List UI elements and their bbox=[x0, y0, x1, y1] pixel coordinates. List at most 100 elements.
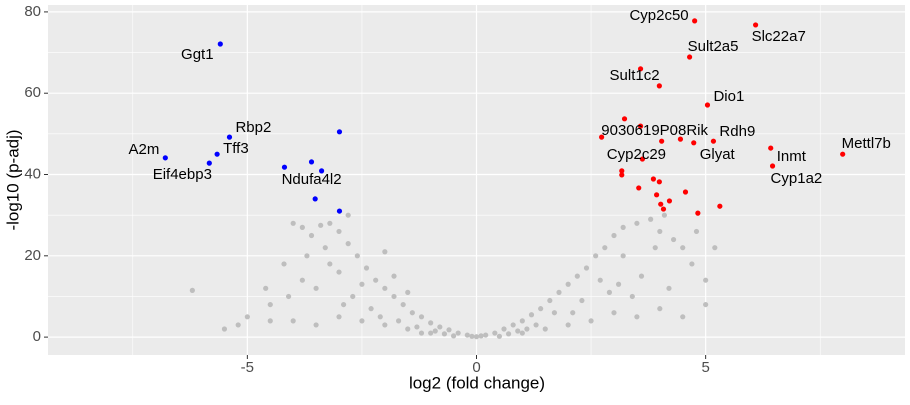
point bbox=[533, 322, 539, 328]
point bbox=[244, 314, 250, 320]
point bbox=[648, 216, 654, 222]
point bbox=[281, 164, 288, 170]
point bbox=[483, 332, 489, 338]
point bbox=[656, 179, 662, 185]
point-label: Dio1 bbox=[713, 88, 744, 105]
point-label: Cyp2c29 bbox=[607, 146, 666, 163]
point bbox=[510, 322, 516, 328]
point bbox=[400, 301, 406, 308]
point bbox=[428, 330, 434, 336]
point bbox=[478, 333, 484, 339]
point bbox=[469, 333, 475, 339]
point bbox=[654, 192, 660, 198]
y-tick-label: 40 bbox=[24, 165, 41, 182]
point bbox=[712, 245, 718, 251]
point bbox=[437, 324, 443, 330]
point bbox=[418, 330, 425, 336]
point-label: Tff3 bbox=[223, 140, 249, 157]
point bbox=[377, 314, 383, 320]
y-tick-label: 0 bbox=[33, 328, 41, 345]
point-label: Rdh9 bbox=[719, 123, 755, 140]
point bbox=[638, 273, 645, 279]
point bbox=[710, 138, 717, 144]
point bbox=[519, 330, 525, 336]
x-tick-label: -5 bbox=[241, 359, 254, 376]
x-tick-label: 0 bbox=[472, 359, 480, 376]
point bbox=[602, 245, 608, 251]
point bbox=[189, 287, 195, 293]
point bbox=[473, 334, 480, 340]
point bbox=[677, 136, 684, 142]
point-label: Eif4ebp3 bbox=[153, 166, 212, 183]
point bbox=[611, 232, 617, 239]
point bbox=[637, 123, 644, 129]
point bbox=[450, 333, 457, 339]
point bbox=[657, 228, 663, 235]
point-label: Slc22a7 bbox=[752, 28, 806, 45]
point bbox=[464, 332, 470, 338]
point bbox=[318, 168, 325, 174]
point bbox=[281, 261, 287, 267]
y-tick-label: 60 bbox=[24, 84, 41, 101]
point bbox=[214, 151, 220, 157]
point bbox=[599, 134, 605, 140]
point bbox=[405, 289, 411, 295]
point bbox=[606, 289, 613, 295]
point bbox=[336, 208, 343, 214]
point bbox=[687, 54, 693, 60]
point bbox=[615, 281, 622, 287]
point bbox=[354, 253, 360, 259]
point bbox=[682, 189, 689, 195]
point bbox=[551, 310, 558, 316]
point bbox=[414, 324, 420, 330]
point bbox=[658, 201, 664, 207]
point bbox=[680, 245, 686, 251]
point bbox=[368, 306, 374, 312]
point bbox=[619, 168, 625, 174]
point bbox=[570, 310, 576, 316]
point bbox=[717, 203, 723, 209]
point bbox=[304, 253, 310, 259]
point-label: Inmt bbox=[777, 148, 807, 165]
point bbox=[496, 333, 503, 339]
point bbox=[691, 140, 697, 146]
point bbox=[689, 261, 695, 267]
point bbox=[217, 41, 223, 47]
point bbox=[336, 228, 342, 235]
point bbox=[769, 163, 776, 169]
point bbox=[634, 314, 640, 320]
point bbox=[704, 102, 711, 108]
point bbox=[418, 314, 425, 320]
point bbox=[656, 83, 662, 89]
point bbox=[313, 285, 319, 291]
point bbox=[267, 301, 273, 308]
x-tick-label: 5 bbox=[701, 359, 709, 376]
point bbox=[299, 224, 305, 230]
point bbox=[350, 293, 356, 300]
point bbox=[583, 265, 590, 271]
point bbox=[680, 314, 686, 320]
point bbox=[382, 249, 388, 255]
point-label: Sult1c2 bbox=[610, 67, 660, 84]
point bbox=[345, 241, 351, 247]
point bbox=[312, 196, 318, 202]
point bbox=[693, 228, 700, 235]
point bbox=[286, 293, 292, 300]
point bbox=[391, 293, 397, 300]
point bbox=[290, 318, 296, 324]
point-label: A2m bbox=[128, 141, 159, 158]
point bbox=[611, 310, 617, 316]
point bbox=[322, 245, 328, 251]
point bbox=[538, 306, 544, 312]
point bbox=[226, 134, 233, 140]
point bbox=[768, 145, 774, 151]
point bbox=[524, 326, 530, 332]
point bbox=[455, 330, 461, 336]
point bbox=[363, 265, 370, 271]
point-label: 9030619P08Rik bbox=[601, 122, 708, 139]
point bbox=[432, 328, 438, 334]
point bbox=[703, 301, 709, 308]
point bbox=[327, 261, 333, 267]
point bbox=[752, 22, 759, 28]
